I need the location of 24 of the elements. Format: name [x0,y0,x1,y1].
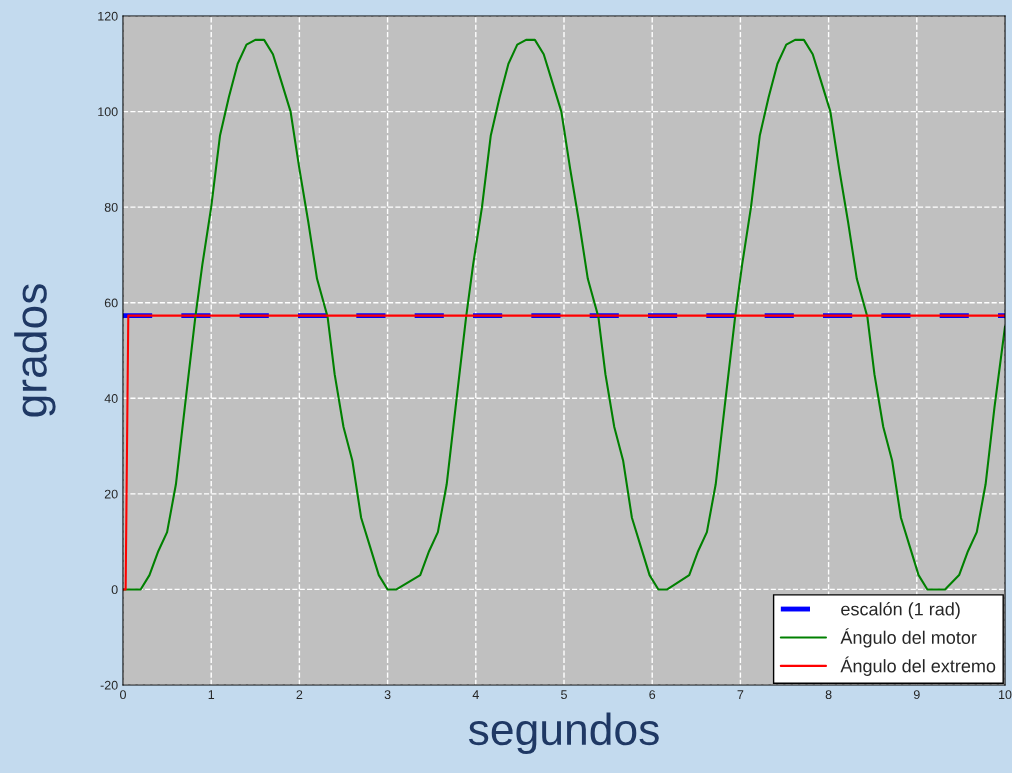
y-tick-label: 20 [104,489,118,499]
x-tick-label: 9 [913,690,920,700]
y-tick-label: 60 [104,298,118,308]
x-tick-label: 1 [208,690,215,699]
x-tick-label: 4 [472,690,479,699]
x-tick-label: 5 [561,690,567,700]
y-tick-label: 100 [98,107,118,117]
x-tick-label: 10 [999,690,1012,700]
y-tick-label: 80 [104,202,118,212]
x-axis-title: segundos [468,712,659,755]
y-tick-label: -20 [100,680,118,690]
x-tick-label: 3 [384,690,391,700]
y-axis-title: grados [14,284,56,417]
x-tick-label: 0 [120,690,126,700]
x-tick-label: 7 [737,690,744,699]
x-tick-label: 2 [296,690,303,699]
x-tick-label: 6 [649,690,656,700]
x-tick-label: 8 [825,690,832,700]
y-tick-label: 0 [111,585,118,595]
legend-label: Ángulo del motor [840,628,977,648]
legend-label: Ángulo del extremo [840,656,996,676]
y-tick-label: 40 [104,394,118,403]
y-tick-label: 120 [98,11,118,21]
legend-label: escalón (1 rad) [841,602,960,620]
